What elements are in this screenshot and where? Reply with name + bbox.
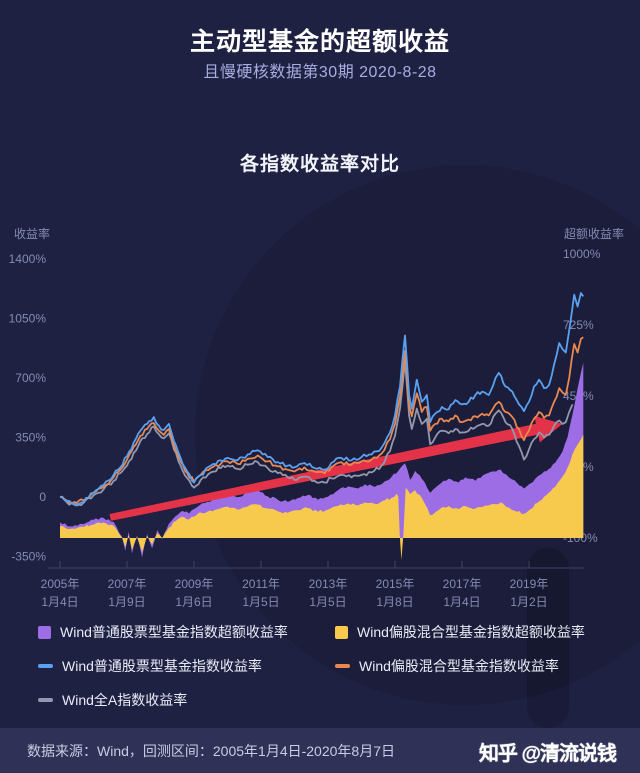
chart-legend: Wind普通股票型基金指数超额收益率 Wind偏股混合型基金指数超额收益率 Wind… — [0, 621, 640, 721]
trend-annotation-arrow — [109, 415, 563, 521]
legend-label: Wind偏股混合型基金指数超额收益率 — [357, 624, 585, 640]
right-axis-name: 超额收益率 — [564, 226, 624, 241]
x-axis-tick-year: 2015年 — [376, 577, 415, 591]
x-axis-tick-year: 2019年 — [510, 577, 549, 591]
zhihu-author-watermark: 知乎 @清流说钱 — [478, 743, 617, 765]
x-axis-tick-day: 1月8日 — [376, 595, 413, 609]
x-axis-tick-day: 1月6日 — [175, 595, 212, 609]
background-watermark-glyph — [527, 548, 569, 728]
left-axis-tick: -350% — [11, 550, 46, 564]
legend-item: Wind偏股混合型基金指数收益率 — [335, 655, 559, 677]
left-axis-tick: 1400% — [9, 252, 47, 266]
x-axis-tick-day: 1月5日 — [309, 595, 346, 609]
x-axis-tick-day: 1月2日 — [510, 595, 547, 609]
left-axis-tick: 350% — [15, 431, 46, 445]
x-axis-tick-year: 2017年 — [443, 577, 482, 591]
legend-dash-icon — [335, 664, 350, 668]
legend-label: Wind普通股票型基金指数收益率 — [62, 658, 262, 674]
excess-return-area — [60, 434, 584, 560]
legend-dash-icon — [38, 664, 53, 668]
left-axis-name: 收益率 — [14, 226, 50, 241]
legend-item: Wind普通股票型基金指数收益率 — [38, 655, 262, 677]
x-axis-tick-day: 1月4日 — [443, 595, 480, 609]
left-axis-tick: 0 — [39, 490, 46, 504]
x-axis-tick-year: 2009年 — [175, 577, 214, 591]
left-axis-tick: 700% — [15, 371, 46, 385]
legend-label: Wind全A指数收益率 — [62, 692, 188, 708]
chart-title: 各指数收益率对比 — [239, 154, 400, 175]
x-axis-tick-year: 2013年 — [309, 577, 348, 591]
x-axis-tick-year: 2007年 — [108, 577, 147, 591]
legend-label: Wind偏股混合型基金指数收益率 — [359, 658, 559, 674]
index-return-line — [59, 292, 585, 506]
left-axis-tick: 1050% — [9, 312, 47, 326]
legend-swatch-icon — [38, 625, 51, 639]
legend-label: Wind普通股票型基金指数超额收益率 — [60, 624, 288, 640]
x-axis-tick-day: 1月5日 — [242, 595, 279, 609]
legend-item: Wind普通股票型基金指数超额收益率 — [38, 621, 288, 643]
legend-item: Wind偏股混合型基金指数超额收益率 — [335, 621, 585, 643]
index-return-line — [59, 336, 584, 505]
x-axis-tick-day: 1月9日 — [108, 595, 145, 609]
x-axis-tick-day: 1月4日 — [41, 595, 78, 609]
right-axis-tick: 725% — [563, 318, 594, 332]
legend-swatch-icon — [335, 625, 348, 639]
x-axis-tick-year: 2011年 — [242, 577, 280, 591]
footer-bar: 数据来源：Wind，回测区间：2005年1月4日-2020年8月7日 知乎 @清… — [0, 728, 640, 773]
legend-item: Wind全A指数收益率 — [38, 689, 187, 711]
legend-dash-icon — [38, 698, 53, 702]
x-axis-tick-year: 2005年 — [41, 577, 80, 591]
index-return-line — [59, 360, 574, 507]
right-axis-tick: 1000% — [563, 247, 601, 261]
page-title: 主动型基金的超额收益 — [189, 28, 450, 56]
background-watermark-circle — [195, 165, 640, 705]
page-subtitle: 且慢硬核数据第30期 2020-8-28 — [203, 64, 437, 81]
data-source-note: 数据来源：Wind，回测区间：2005年1月4日-2020年8月7日 — [27, 743, 395, 759]
